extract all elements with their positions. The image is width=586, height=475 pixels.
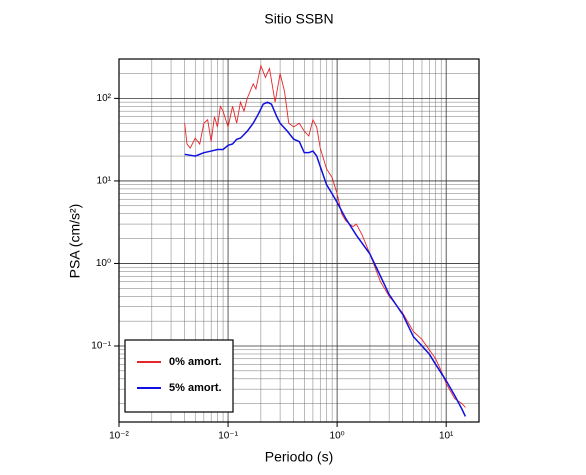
- plot-frame: [118, 58, 480, 423]
- series-line: [184, 101, 467, 417]
- x-tick-label: 10⁻¹: [218, 431, 238, 442]
- y-axis-label: PSA (cm/s²): [67, 204, 83, 279]
- x-tick-label: 10¹: [439, 431, 454, 442]
- legend-label: 5% amort.: [169, 382, 222, 394]
- y-tick-label: 10¹: [97, 176, 112, 187]
- legend-label: 0% amort.: [169, 356, 222, 368]
- x-tick-label: 10⁻²: [109, 431, 129, 442]
- x-axis-label: Periodo (s): [265, 449, 333, 465]
- x-tick-label: 10⁰: [330, 431, 345, 442]
- legend-box: [124, 339, 234, 413]
- y-tick-label: 10⁰: [96, 258, 111, 269]
- chart-title: Sitio SSBN: [264, 11, 333, 27]
- y-tick-label: 10⁻¹: [91, 341, 111, 352]
- y-tick-label: 10²: [97, 93, 112, 104]
